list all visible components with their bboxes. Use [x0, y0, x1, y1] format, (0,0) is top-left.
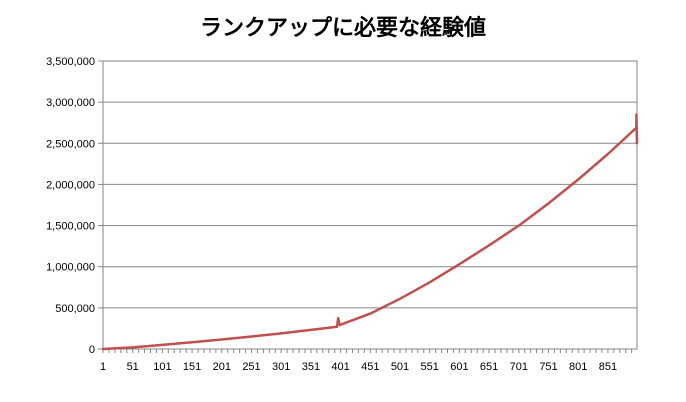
- y-tick-label: 1,000,000: [46, 262, 95, 274]
- x-tick-label: 151: [183, 361, 201, 373]
- x-tick-label: 701: [510, 361, 528, 373]
- y-tick-label: 0: [89, 344, 95, 356]
- y-axis: 0 500,000 1,000,000 1,500,000 2,000,000 2,500…: [46, 56, 103, 356]
- x-tick-label: 401: [331, 361, 349, 373]
- x-tick-label: 51: [127, 361, 139, 373]
- x-tick-label: 751: [539, 361, 557, 373]
- x-tick-label: 251: [242, 361, 260, 373]
- x-axis: 1 51 101 151 201 251 301 351 401 451 501 551 601 651 7…: [100, 349, 633, 373]
- y-tick-label: 3,500,000: [46, 56, 95, 68]
- x-tick-label: 801: [569, 361, 587, 373]
- x-tick-label: 551: [421, 361, 439, 373]
- x-tick-label: 1: [100, 361, 106, 373]
- x-tick-label: 501: [391, 361, 409, 373]
- x-tick-label: 101: [153, 361, 171, 373]
- x-tick-label: 301: [272, 361, 290, 373]
- x-tick-label: 651: [480, 361, 498, 373]
- plot-area-border: [102, 60, 638, 350]
- x-tick-label: 851: [599, 361, 617, 373]
- x-tick-label: 201: [213, 361, 231, 373]
- series-layer: [101, 113, 639, 351]
- y-tick-label: 500,000: [55, 303, 95, 315]
- y-tick-label: 2,500,000: [46, 138, 95, 150]
- y-tick-label: 2,000,000: [46, 179, 95, 191]
- series-line: [101, 113, 639, 351]
- y-gridlines: [103, 60, 637, 309]
- y-tick-label: 3,000,000: [46, 97, 95, 109]
- x-tick-label: 451: [361, 361, 379, 373]
- chart-title: ランクアップに必要な経験値: [199, 16, 486, 41]
- y-tick-label: 1,500,000: [46, 221, 95, 233]
- x-tick-label: 351: [302, 361, 320, 373]
- x-tick-label: 601: [450, 361, 468, 373]
